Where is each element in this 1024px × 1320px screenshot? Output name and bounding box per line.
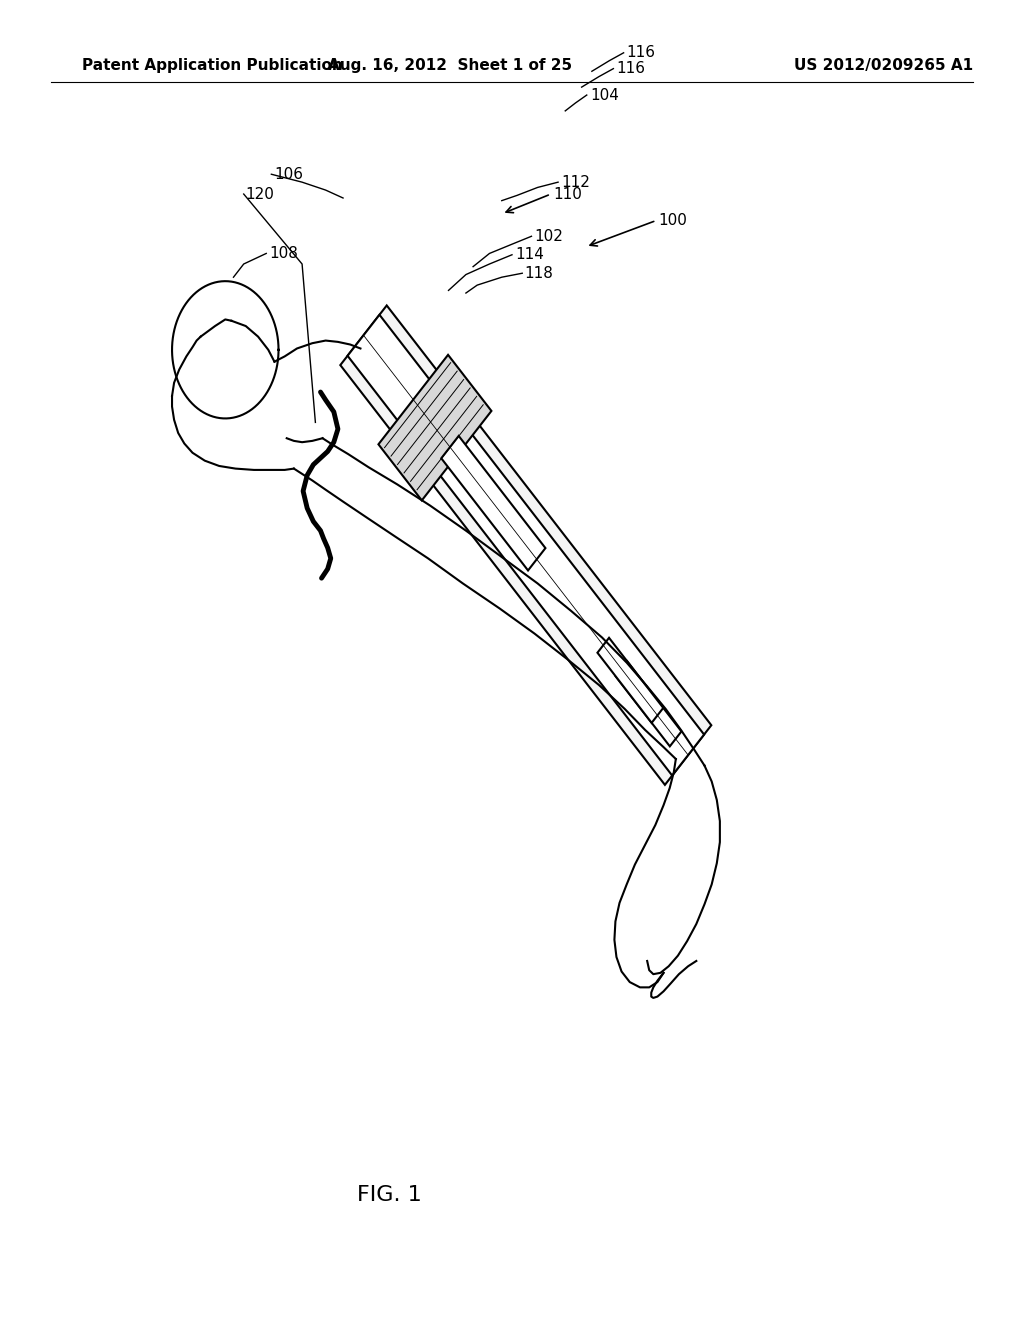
Text: 100: 100: [658, 213, 687, 228]
Text: 112: 112: [561, 174, 590, 190]
Text: 104: 104: [590, 87, 618, 103]
Text: 118: 118: [524, 265, 553, 281]
Polygon shape: [379, 355, 492, 500]
Text: 116: 116: [616, 61, 645, 77]
Text: FIG. 1: FIG. 1: [356, 1184, 422, 1205]
Text: 116: 116: [627, 45, 655, 61]
Polygon shape: [597, 638, 664, 723]
Text: Patent Application Publication: Patent Application Publication: [82, 58, 343, 73]
Text: 110: 110: [553, 186, 582, 202]
Polygon shape: [441, 436, 546, 570]
Text: 106: 106: [274, 166, 303, 182]
Text: 114: 114: [515, 247, 544, 263]
Text: US 2012/0209265 A1: US 2012/0209265 A1: [794, 58, 973, 73]
Polygon shape: [340, 305, 712, 785]
Polygon shape: [615, 661, 681, 746]
Text: 102: 102: [535, 228, 563, 244]
Text: 108: 108: [269, 246, 298, 261]
Text: Aug. 16, 2012  Sheet 1 of 25: Aug. 16, 2012 Sheet 1 of 25: [329, 58, 572, 73]
Polygon shape: [347, 314, 705, 776]
Text: 120: 120: [246, 186, 274, 202]
